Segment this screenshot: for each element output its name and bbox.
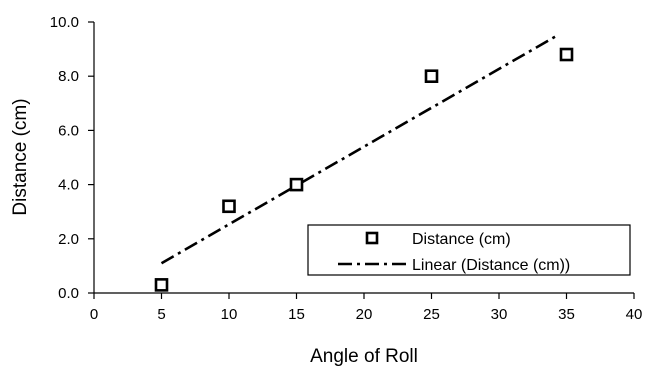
- data-point: [559, 47, 574, 62]
- legend-marker-square: [365, 231, 379, 245]
- data-point: [289, 177, 304, 192]
- x-axis-ticks: 0 5 10 15 20 25 30 35 40: [90, 293, 643, 323]
- y-tick-label: 10.0: [50, 14, 79, 31]
- y-tick-label: 4.0: [58, 177, 79, 194]
- linear-trendline: [160, 34, 558, 265]
- x-tick-label: 10: [221, 306, 238, 323]
- y-axis-title: Distance (cm): [10, 98, 31, 215]
- x-tick-label: 25: [423, 306, 440, 323]
- y-tick-label: 0.0: [58, 285, 79, 302]
- legend: Distance (cm) Linear (Distance (cm)): [307, 224, 631, 276]
- x-tick-label: 0: [90, 306, 98, 323]
- legend-label-series: Distance (cm): [412, 231, 511, 248]
- x-axis-title: Angle of Roll: [310, 346, 418, 367]
- y-tick-label: 6.0: [58, 122, 79, 139]
- legend-box: [307, 224, 631, 276]
- x-tick-label: 20: [356, 306, 373, 323]
- y-axis-ticks: 0.0 2.0 4.0 6.0 8.0 10.0: [50, 14, 94, 302]
- y-tick-label: 2.0: [58, 231, 79, 248]
- data-points: [154, 47, 574, 292]
- x-tick-label: 5: [157, 306, 165, 323]
- x-tick-label: 40: [626, 306, 643, 323]
- data-point: [222, 199, 236, 214]
- x-tick-label: 35: [558, 306, 575, 323]
- y-tick-label: 8.0: [58, 68, 79, 85]
- data-point: [154, 278, 169, 292]
- x-tick-label: 15: [288, 306, 305, 323]
- x-tick-label: 30: [491, 306, 508, 323]
- legend-label-trendline: Linear (Distance (cm)): [412, 257, 570, 274]
- data-point: [424, 69, 439, 83]
